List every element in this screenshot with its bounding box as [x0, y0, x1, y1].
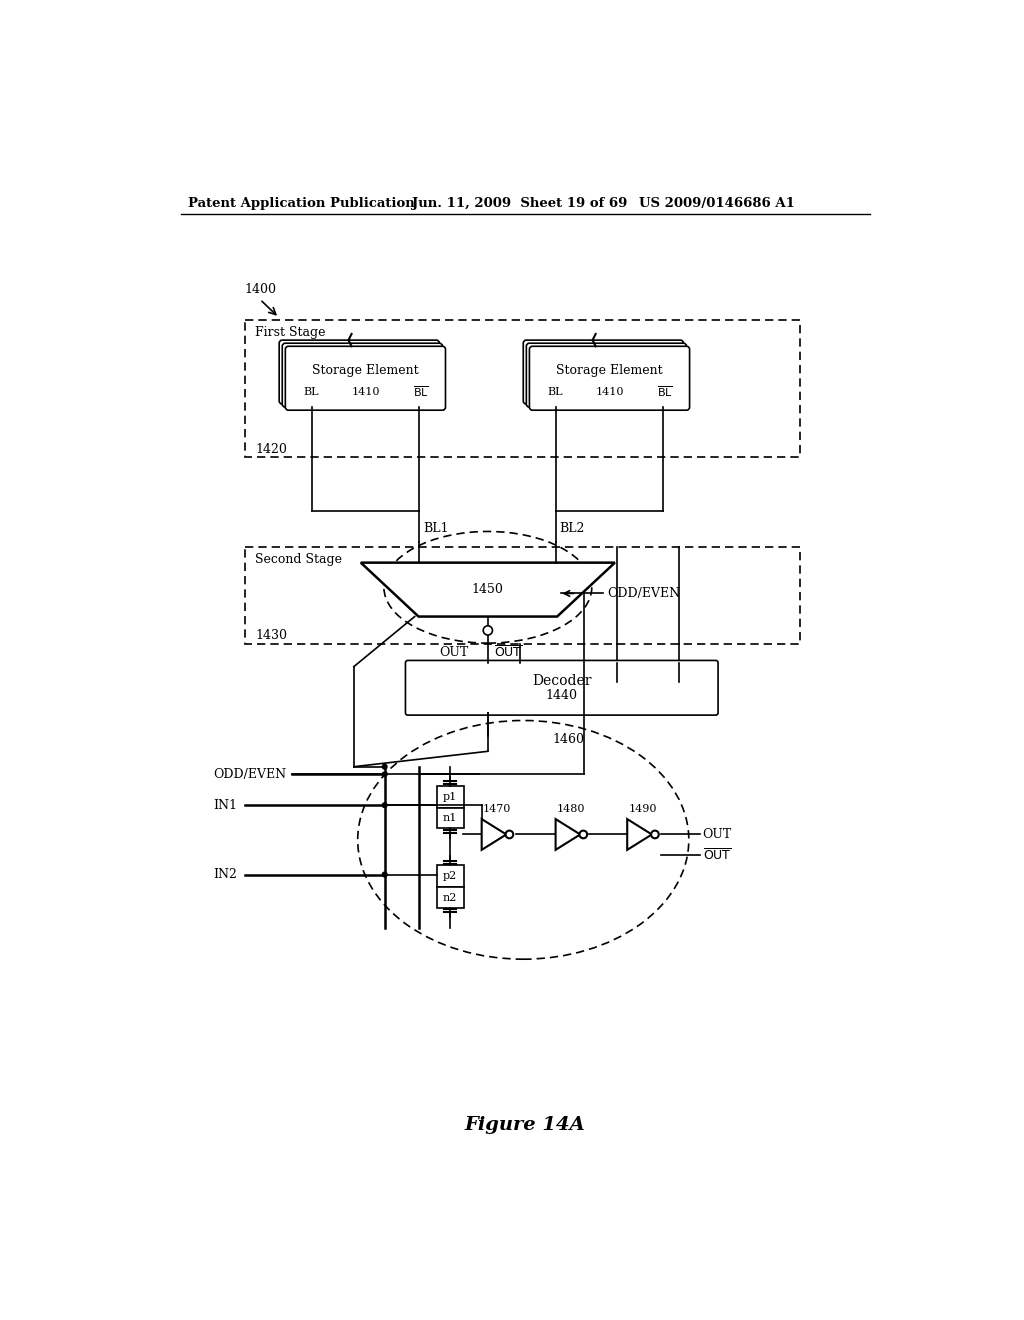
Text: 1460: 1460: [553, 733, 585, 746]
Text: n1: n1: [443, 813, 458, 824]
Text: 1470: 1470: [483, 804, 511, 814]
Circle shape: [506, 830, 513, 838]
Text: p1: p1: [443, 792, 458, 801]
Text: BL: BL: [304, 387, 319, 397]
Text: p2: p2: [443, 871, 458, 880]
Text: IN2: IN2: [214, 869, 238, 880]
Text: First Stage: First Stage: [255, 326, 326, 339]
Circle shape: [382, 803, 388, 808]
Text: 1490: 1490: [629, 804, 656, 814]
Text: $\overline{\mathrm{OUT}}$: $\overline{\mathrm{OUT}}$: [702, 847, 731, 863]
FancyBboxPatch shape: [406, 660, 718, 715]
FancyBboxPatch shape: [523, 341, 683, 404]
Circle shape: [382, 771, 388, 777]
Text: OUT: OUT: [439, 647, 469, 659]
Polygon shape: [556, 818, 581, 850]
Text: $\overline{\mathrm{OUT}}$: $\overline{\mathrm{OUT}}$: [494, 645, 522, 660]
Text: OUT: OUT: [702, 828, 732, 841]
Text: BL: BL: [548, 387, 563, 397]
Polygon shape: [481, 818, 506, 850]
Text: Storage Element: Storage Element: [312, 364, 419, 378]
Circle shape: [580, 830, 587, 838]
FancyBboxPatch shape: [529, 346, 689, 411]
FancyBboxPatch shape: [283, 343, 442, 407]
Text: Decoder: Decoder: [532, 675, 592, 688]
Text: 1450: 1450: [472, 583, 504, 597]
FancyBboxPatch shape: [526, 343, 686, 407]
Text: US 2009/0146686 A1: US 2009/0146686 A1: [639, 197, 795, 210]
Text: 1410: 1410: [351, 387, 380, 397]
Text: IN1: IN1: [214, 799, 238, 812]
Bar: [437, 808, 464, 829]
FancyBboxPatch shape: [280, 341, 439, 404]
Circle shape: [382, 763, 388, 770]
Text: Patent Application Publication: Patent Application Publication: [188, 197, 415, 210]
Text: BL1: BL1: [423, 521, 449, 535]
Text: 1420: 1420: [255, 444, 287, 455]
Text: 1440: 1440: [546, 689, 578, 702]
Bar: [437, 887, 464, 908]
Text: $\overline{\mathrm{BL}}$: $\overline{\mathrm{BL}}$: [413, 384, 429, 399]
Text: Jun. 11, 2009  Sheet 19 of 69: Jun. 11, 2009 Sheet 19 of 69: [412, 197, 627, 210]
Bar: [437, 866, 464, 887]
Circle shape: [651, 830, 658, 838]
Polygon shape: [628, 818, 652, 850]
Text: 1480: 1480: [557, 804, 586, 814]
Circle shape: [382, 871, 388, 878]
Text: 1430: 1430: [255, 630, 288, 643]
Text: ODD/EVEN: ODD/EVEN: [607, 587, 680, 601]
Text: Second Stage: Second Stage: [255, 553, 342, 566]
Text: Storage Element: Storage Element: [556, 364, 663, 378]
Text: 1400: 1400: [245, 282, 276, 296]
Text: Figure 14A: Figure 14A: [465, 1115, 585, 1134]
Text: n2: n2: [443, 892, 458, 903]
Text: 1410: 1410: [595, 387, 624, 397]
Bar: [437, 785, 464, 808]
Circle shape: [483, 626, 493, 635]
Text: $\overline{\mathrm{BL}}$: $\overline{\mathrm{BL}}$: [657, 384, 673, 399]
FancyBboxPatch shape: [286, 346, 445, 411]
Polygon shape: [360, 562, 614, 616]
Text: ODD/EVEN: ODD/EVEN: [214, 768, 287, 781]
Text: BL2: BL2: [559, 521, 585, 535]
